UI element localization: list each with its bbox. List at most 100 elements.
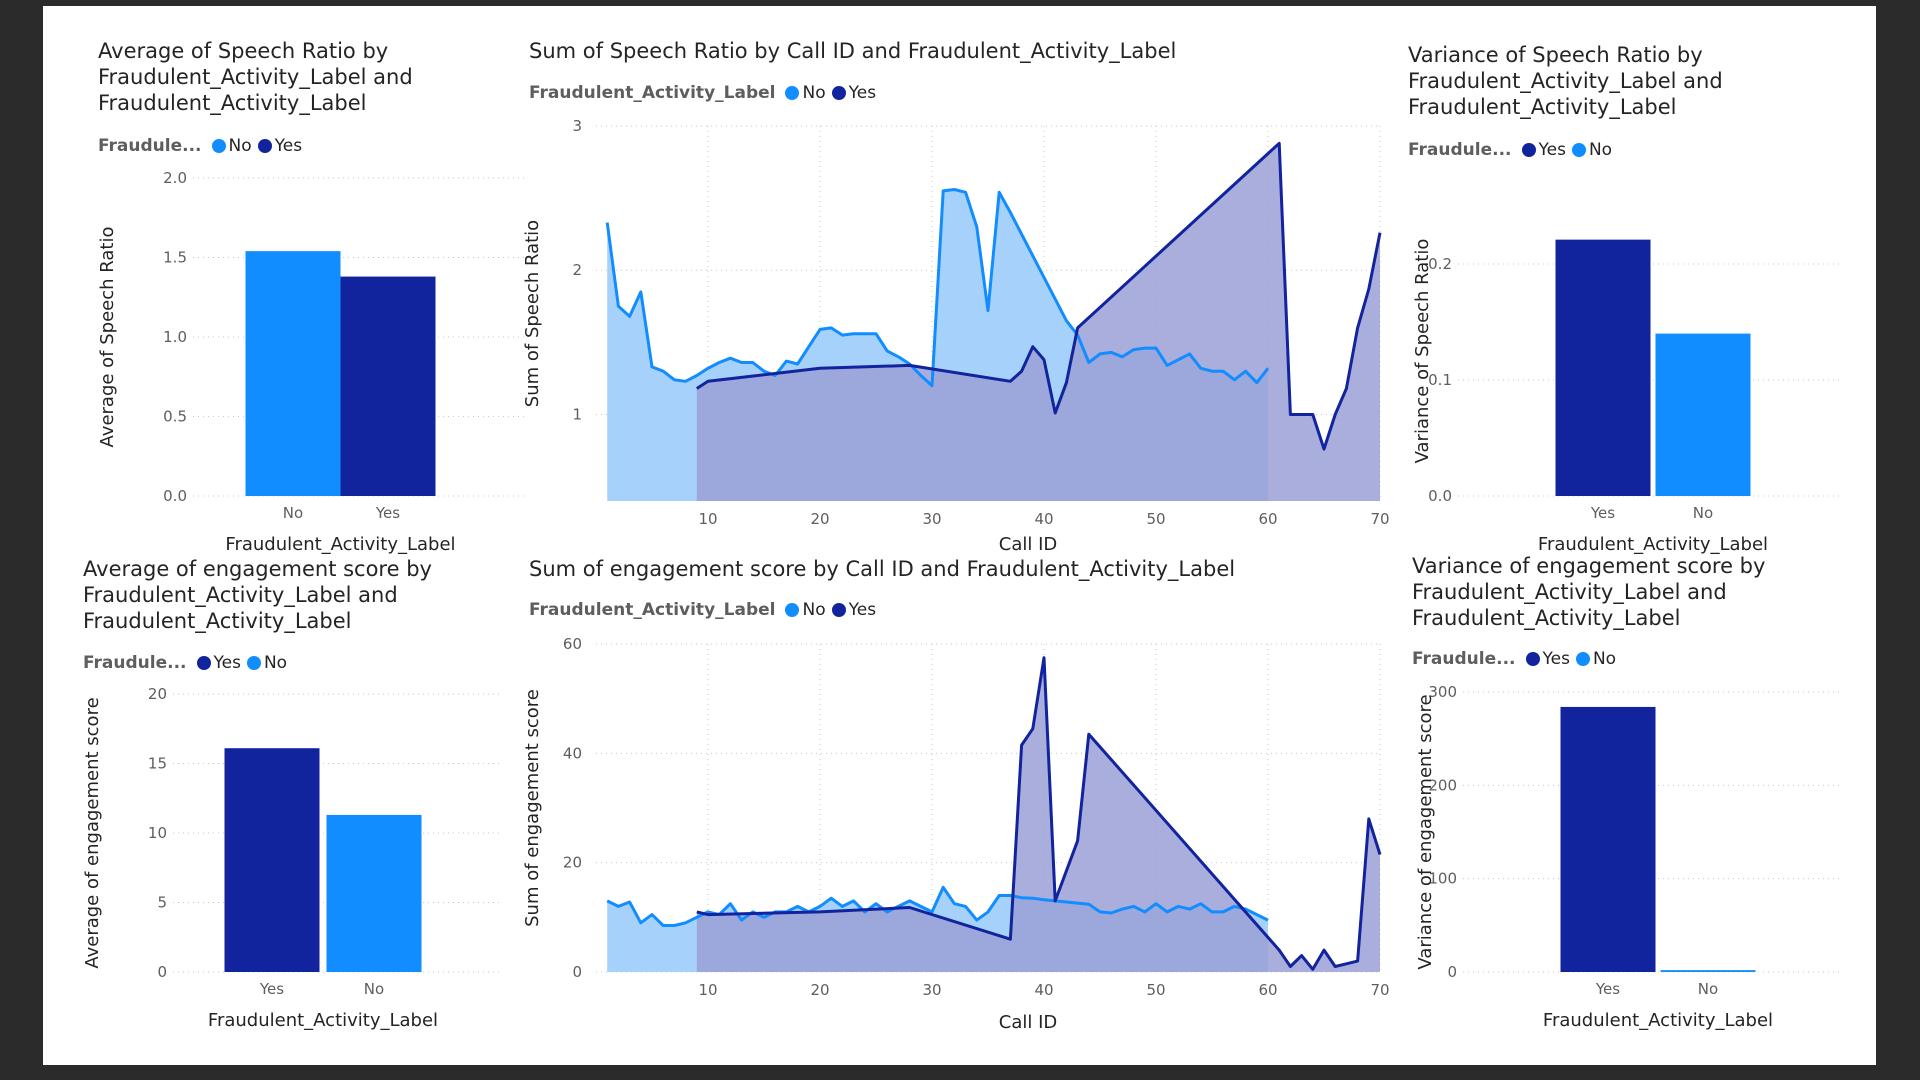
title-line: Fraudulent_Activity_Label — [1408, 95, 1677, 119]
bar-no — [1660, 970, 1756, 972]
legend-dot — [257, 139, 272, 153]
area-yes — [696, 143, 1380, 502]
visual-title: Sum of Speech Ratio by Call ID and Fraud… — [529, 39, 1177, 63]
x-tick-label: Yes — [1595, 980, 1620, 998]
y-tick-label: 0 — [157, 963, 167, 981]
y-tick-label: 40 — [563, 744, 582, 762]
legend-label: No — [263, 653, 288, 673]
legend: Fraudule... No Yes — [98, 136, 308, 156]
y-tick-label: 15 — [148, 755, 167, 773]
legend-item-yes[interactable]: Yes — [831, 83, 877, 103]
legend-title: Fraudule... — [1408, 140, 1512, 160]
x-tick-label: Yes — [375, 504, 400, 522]
title-line: Fraudulent_Activity_Label and — [83, 583, 398, 607]
title-line: Variance of Speech Ratio by — [1408, 43, 1703, 67]
bar-no — [245, 251, 341, 496]
visual-title: Sum of engagement score by Call ID and F… — [529, 557, 1236, 581]
legend-item-yes[interactable]: Yes — [196, 653, 241, 673]
legend-dot — [196, 656, 211, 670]
visual-title: Variance of Speech Ratio by Fraudulent_A… — [1408, 42, 1723, 120]
x-axis-title: Call ID — [999, 1012, 1058, 1033]
y-tick-label: 200 — [1428, 776, 1457, 794]
legend-dot — [211, 139, 226, 153]
legend-item-no[interactable]: No — [246, 653, 288, 673]
y-tick-label: 60 — [563, 635, 582, 653]
legend-item-no[interactable]: No — [211, 136, 252, 156]
y-tick-label: 100 — [1428, 870, 1457, 888]
line-no — [605, 188, 1270, 388]
x-tick-label: No — [364, 980, 384, 998]
bar-yes — [1555, 239, 1651, 496]
legend: Fraudule... Yes No — [1408, 140, 1618, 160]
title-line: Fraudulent_Activity_Label — [98, 91, 367, 115]
line-no — [606, 885, 1269, 927]
title-line: Fraudulent_Activity_Label and — [1408, 69, 1723, 93]
x-axis-title: Call ID — [999, 534, 1058, 555]
x-tick-label: 70 — [1370, 981, 1389, 999]
legend-title: Fraudule... — [83, 653, 187, 673]
avg-speech-ratio-plot: 0.0 0.5 1.0 1.5 2.0 No Yes Fraudulent_Activity_… — [97, 169, 528, 555]
legend-label: Yes — [274, 136, 303, 156]
legend-item-no[interactable]: No — [785, 83, 826, 103]
legend-dot — [1575, 652, 1590, 666]
legend: Fraudule... Yes No — [83, 653, 293, 673]
bar-yes — [224, 748, 320, 972]
legend-dot — [785, 86, 800, 100]
y-tick-label: 1.5 — [163, 249, 187, 267]
bar-no — [326, 814, 422, 972]
x-tick-label: 40 — [1034, 510, 1053, 528]
x-tick-label: No — [1693, 504, 1713, 522]
legend-dot — [1521, 143, 1536, 157]
x-axis-title: Fraudulent_Activity_Label — [208, 1010, 438, 1031]
x-tick-label: 60 — [1258, 981, 1277, 999]
y-tick-label: 1 — [572, 405, 582, 423]
y-tick-label: 0.2 — [1428, 255, 1452, 273]
legend-label: No — [1592, 649, 1617, 669]
legend-dot — [785, 603, 800, 617]
line-yes — [696, 656, 1382, 971]
y-tick-label: 0.0 — [1428, 487, 1452, 505]
area-no — [607, 887, 1268, 972]
legend-item-yes[interactable]: Yes — [831, 600, 876, 620]
legend-title: Fraudule... — [98, 136, 202, 156]
legend-title: Fraudule... — [1412, 649, 1516, 669]
avg-speech-ratio-visual[interactable]: Average of Speech Ratio by Fraudulent_Ac… — [43, 6, 573, 555]
visual-title: Variance of engagement score by Fraudule… — [1412, 553, 1765, 631]
y-axis-title: Variance of engagement score — [1415, 694, 1436, 969]
visual-title: Average of engagement score by Fraudulen… — [83, 556, 432, 634]
title-line: Fraudulent_Activity_Label — [1412, 606, 1681, 630]
legend-label: Yes — [848, 83, 877, 103]
title-line: Average of Speech Ratio by — [98, 39, 389, 63]
legend-label: No — [802, 600, 826, 620]
legend-item-yes[interactable]: Yes — [257, 136, 303, 156]
y-tick-label: 10 — [148, 824, 167, 842]
legend-label: No — [1588, 140, 1613, 160]
x-tick-label: 20 — [810, 510, 829, 528]
bar-yes — [340, 276, 436, 496]
y-tick-label: 0 — [572, 963, 582, 981]
legend-label: No — [228, 136, 252, 156]
line-yes — [695, 141, 1382, 451]
y-tick-label: 20 — [148, 685, 167, 703]
legend-item-yes[interactable]: Yes — [1521, 140, 1566, 160]
legend-dot — [1525, 652, 1540, 666]
x-tick-label: Yes — [1590, 504, 1615, 522]
legend-item-no[interactable]: No — [785, 600, 826, 620]
title-line: Fraudulent_Activity_Label — [83, 609, 352, 633]
legend-item-no[interactable]: No — [1571, 140, 1613, 160]
y-tick-label: 0.0 — [163, 487, 187, 505]
legend-label: Yes — [213, 653, 241, 673]
title-line: Average of engagement score by — [83, 557, 432, 581]
legend-label: No — [802, 83, 826, 103]
legend-item-yes[interactable]: Yes — [1525, 649, 1570, 669]
y-tick-label: 300 — [1428, 683, 1457, 701]
legend: Fraudulent_Activity_Label No Yes — [529, 83, 882, 103]
title-line: Variance of engagement score by — [1412, 554, 1766, 578]
area-no — [607, 189, 1268, 501]
x-tick-label: 10 — [698, 510, 717, 528]
x-axis-title: Fraudulent_Activity_Label — [1538, 534, 1768, 555]
x-axis-title: Fraudulent_Activity_Label — [1543, 1010, 1773, 1031]
legend-item-no[interactable]: No — [1575, 649, 1617, 669]
x-tick-label: Yes — [259, 980, 284, 998]
legend-label: Yes — [1538, 140, 1566, 160]
